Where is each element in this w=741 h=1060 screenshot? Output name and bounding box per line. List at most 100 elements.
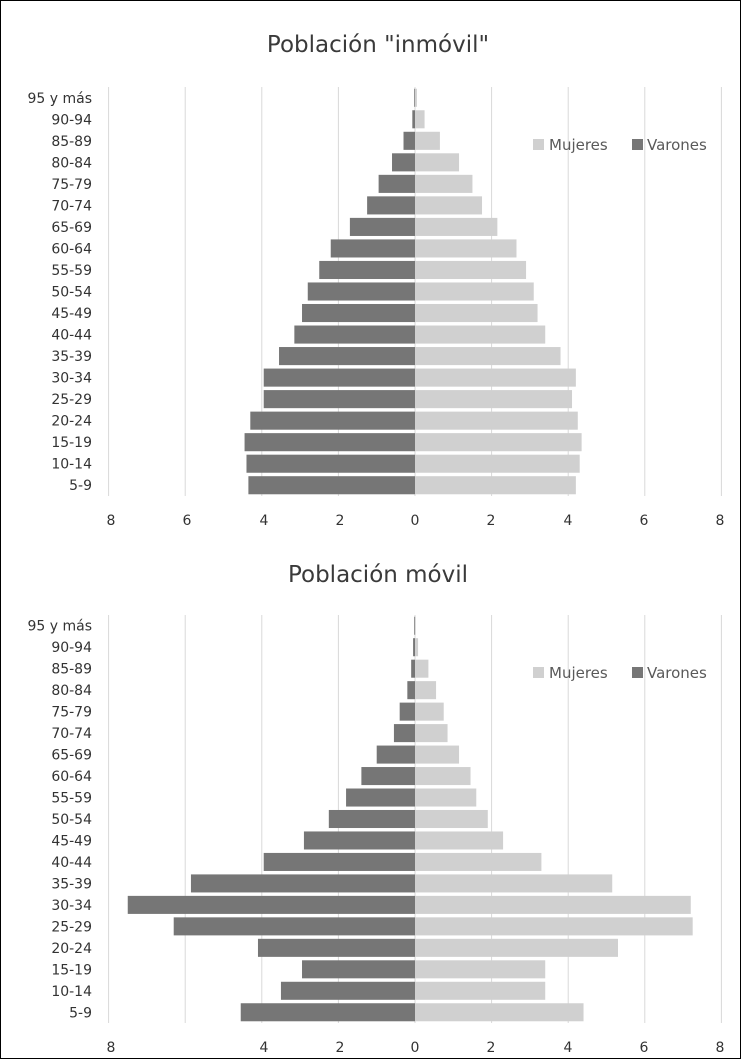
category-label: 75-79 [51, 705, 92, 721]
x-tick-label: 4 [564, 1040, 573, 1056]
bar-varones [240, 1003, 415, 1022]
bar-mujeres [415, 702, 444, 721]
legend-label-mujeres: Mujeres [549, 664, 608, 682]
category-label: 25-29 [51, 919, 92, 935]
category-label: 90-94 [51, 112, 92, 128]
x-tick-label: 6 [640, 1040, 649, 1056]
category-label: 30-34 [51, 371, 92, 387]
bar-mujeres [415, 638, 419, 657]
category-label: 45-49 [51, 306, 92, 322]
category-label: 35-39 [51, 876, 92, 892]
category-label: 30-34 [51, 898, 92, 914]
bar-mujeres [415, 131, 440, 150]
bar-mujeres [415, 368, 576, 387]
category-label: 85-89 [51, 134, 92, 150]
category-label: 35-39 [51, 349, 92, 365]
x-tick-label: 8 [716, 1040, 725, 1056]
bar-varones [302, 303, 415, 323]
category-label: 95 y más [27, 619, 92, 635]
bar-varones [263, 390, 415, 409]
bar-mujeres [415, 917, 693, 936]
x-tick-label: 2 [487, 513, 496, 529]
legend-label-mujeres: Mujeres [549, 136, 608, 154]
x-tick-label: 0 [411, 513, 420, 529]
bar-mujeres [415, 325, 546, 344]
bar-varones [279, 347, 415, 366]
chart-title-movil: Población móvil [288, 562, 468, 588]
bar-varones [294, 325, 415, 344]
chart-title-inmovil: Población "inmóvil" [267, 32, 489, 58]
category-label: 65-69 [51, 220, 92, 236]
bar-mujeres [415, 938, 618, 957]
category-label: 70-74 [51, 726, 92, 742]
category-label: 40-44 [51, 855, 92, 871]
bar-varones [361, 767, 415, 786]
category-label: 10-14 [51, 984, 92, 1000]
x-tick-label: 8 [107, 1040, 116, 1056]
category-label: 5-9 [69, 1005, 92, 1021]
bar-mujeres [415, 874, 613, 893]
bar-mujeres [415, 981, 546, 1000]
bar-varones [378, 174, 415, 193]
bar-mujeres [415, 174, 473, 193]
bar-mujeres [415, 960, 546, 979]
bar-mujeres [415, 724, 448, 743]
bar-mujeres [415, 88, 417, 107]
x-tick-label: 8 [107, 513, 116, 529]
bar-varones [414, 616, 415, 635]
category-label: 40-44 [51, 328, 92, 344]
category-label: 20-24 [51, 414, 92, 430]
bar-mujeres [415, 347, 561, 366]
x-tick-label: 4 [260, 1040, 269, 1056]
bar-varones [246, 454, 415, 473]
legend-swatch-mujeres [533, 667, 544, 678]
x-tick-label: 2 [336, 513, 345, 529]
category-label: 50-54 [51, 812, 92, 828]
bar-mujeres [415, 282, 534, 301]
x-tick-label: 0 [411, 1040, 420, 1056]
category-label: 75-79 [51, 177, 92, 193]
category-label: 25-29 [51, 392, 92, 408]
legend-label-varones: Varones [647, 664, 707, 682]
bar-mujeres [415, 767, 471, 786]
bar-varones [303, 831, 415, 850]
bar-varones [412, 110, 415, 129]
category-label: 80-84 [51, 155, 92, 171]
x-tick-label: 4 [564, 513, 573, 529]
category-label: 60-64 [51, 241, 92, 257]
bar-varones [127, 895, 415, 914]
bar-varones [280, 981, 415, 1000]
bar-mujeres [415, 433, 582, 452]
bar-varones [399, 702, 415, 721]
bar-varones [346, 788, 415, 807]
category-label: 55-59 [51, 791, 92, 807]
legend-swatch-varones [632, 667, 643, 678]
x-tick-label: 2 [336, 1040, 345, 1056]
category-label: 95 y más [27, 91, 92, 107]
legend-swatch-mujeres [533, 139, 544, 150]
bar-mujeres [415, 454, 580, 473]
category-label: 60-64 [51, 769, 92, 785]
bar-mujeres [415, 196, 483, 215]
bar-varones [413, 638, 415, 657]
bar-varones [263, 368, 415, 387]
category-label: 70-74 [51, 198, 92, 214]
bar-mujeres [415, 260, 527, 280]
category-label: 20-24 [51, 941, 92, 957]
bar-varones [190, 874, 415, 893]
bar-mujeres [415, 681, 437, 700]
bar-mujeres [415, 1003, 584, 1022]
bar-varones [411, 659, 415, 678]
bar-varones [248, 476, 415, 495]
x-tick-label: 4 [260, 513, 269, 529]
bar-mujeres [415, 153, 460, 172]
bar-mujeres [415, 616, 416, 635]
category-label: 50-54 [51, 285, 92, 301]
bar-varones [319, 260, 415, 280]
x-tick-label: 8 [716, 513, 725, 529]
bar-varones [328, 809, 415, 829]
bar-varones [414, 88, 415, 107]
x-tick-label: 6 [183, 513, 192, 529]
